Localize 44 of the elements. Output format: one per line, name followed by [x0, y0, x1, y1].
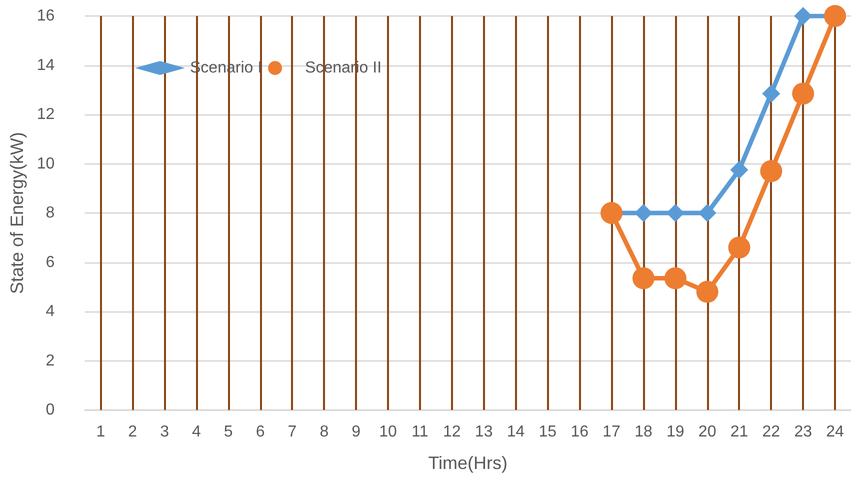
point: [762, 84, 780, 103]
x-tick-label: 9: [352, 424, 361, 440]
x-tick-label: 7: [288, 424, 297, 440]
point: [760, 160, 782, 182]
y-tick-label: 16: [36, 8, 55, 24]
point: [792, 82, 814, 105]
y-tick-label: 8: [46, 204, 55, 222]
x-tick-label: 16: [570, 424, 589, 440]
x-tick-label: 3: [160, 424, 170, 440]
x-tick-label: 17: [602, 424, 621, 440]
x-tick-label: 19: [666, 424, 684, 440]
point: [728, 236, 750, 258]
y-tick-label: 14: [36, 56, 55, 74]
x-tick-label: 10: [379, 424, 398, 440]
y-tick-label: 0: [46, 402, 55, 418]
x-tick-label: 22: [762, 424, 780, 440]
y-tick-label: 6: [46, 254, 55, 271]
y-tick-label: 2: [46, 352, 55, 370]
y-tick-label: 10: [36, 155, 55, 172]
point: [632, 267, 654, 290]
y-tick-label: 12: [36, 106, 55, 123]
x-tick-label: 2: [128, 424, 138, 440]
x-tick-label: 14: [506, 424, 525, 440]
x-tick-label: 5: [224, 424, 233, 440]
x-tick-label: 24: [826, 424, 844, 440]
point: [698, 204, 716, 222]
point: [696, 280, 718, 303]
x-tick-label: 1: [96, 424, 106, 440]
x-tick-label: 6: [256, 424, 265, 440]
x-tick-label: 21: [730, 424, 748, 440]
x-tick-label: 13: [474, 424, 493, 440]
x-tick-label: 4: [192, 424, 201, 440]
y-tick-label: 4: [46, 303, 55, 320]
y-axis-title: State of Energy(kW): [7, 132, 27, 294]
point: [730, 160, 748, 179]
point: [664, 267, 686, 290]
x-tick-label: 18: [634, 424, 652, 440]
x-tick-label: 11: [412, 424, 428, 440]
x-tick-label: 23: [794, 424, 812, 440]
x-axis-title: Time(Hrs): [428, 453, 508, 473]
x-tick-label: 8: [320, 424, 329, 440]
x-tick-label: 12: [442, 424, 461, 440]
x-tick-label: 15: [538, 424, 557, 440]
x-tick-label: 20: [698, 424, 716, 440]
